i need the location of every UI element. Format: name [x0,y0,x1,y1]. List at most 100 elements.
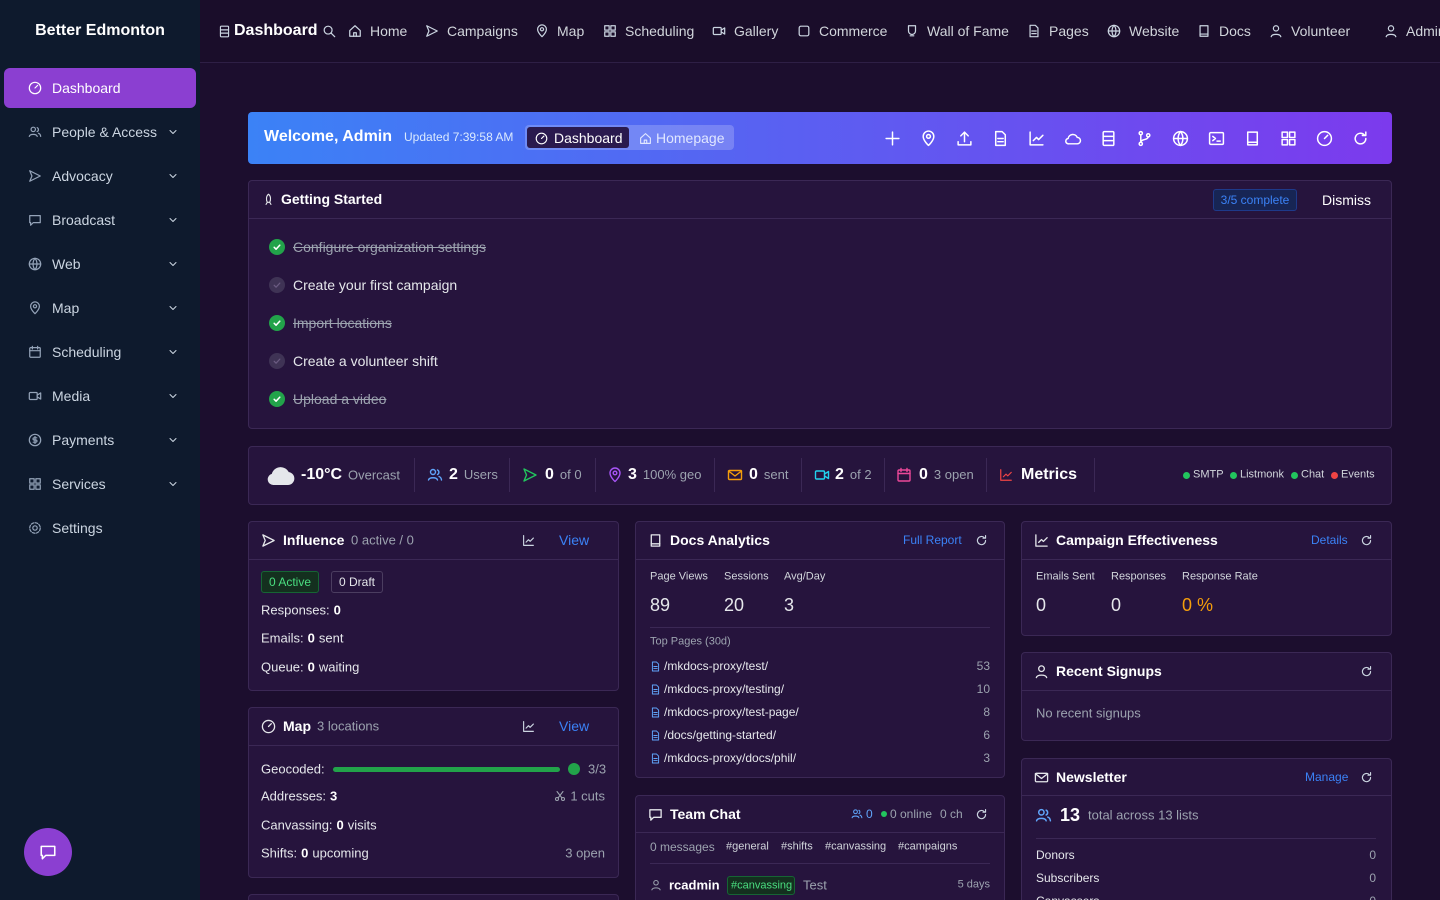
divider [249,218,1391,219]
nav-item[interactable]: Map [52,300,80,316]
quick-action[interactable] [1064,130,1081,147]
icon-shape [1246,130,1258,146]
separator [801,458,802,492]
nav-link[interactable]: Scheduling [625,23,695,39]
page-path[interactable]: /mkdocs-proxy/testing/ [664,682,785,696]
icon-shape [273,320,281,326]
separator [884,458,885,492]
card-title: Map [283,718,311,734]
quick-action[interactable] [1280,130,1297,147]
nav-link[interactable]: Map [557,23,585,39]
icon-shape [651,661,659,671]
stat-value: 89 [650,595,671,615]
details-link[interactable]: Details [1311,533,1348,547]
report-link[interactable]: Full Report [903,533,962,547]
nav-link[interactable]: Home [370,23,408,39]
icon [851,809,863,819]
dismiss-button[interactable]: Dismiss [1322,192,1371,208]
card-title: Newsletter [1056,769,1127,785]
icon [219,25,229,37]
stat-label: Sessions [724,570,769,583]
task-check [269,315,285,331]
icon [1385,25,1397,38]
nav-link[interactable]: Wall of Fame [927,23,1009,39]
manage-link[interactable]: Manage [1305,770,1349,784]
nav-link[interactable]: Campaigns [447,23,518,39]
nav-item[interactable]: Settings [52,520,103,536]
chat-button[interactable] [24,828,72,876]
nav-item[interactable]: Dashboard [52,80,121,96]
tab[interactable]: Dashboard [554,130,623,146]
view-link[interactable]: View [559,532,590,548]
nav-item[interactable]: People & Access [52,124,158,140]
nav-link[interactable]: Commerce [819,23,888,39]
quick-action[interactable] [1244,130,1261,147]
badge: 0 Draft [339,575,376,589]
icon-shape [426,25,438,37]
quick-action[interactable] [920,129,937,147]
icon [29,522,41,534]
channel[interactable]: #shifts [781,840,813,853]
nav-link[interactable]: Gallery [734,23,779,39]
nav-item[interactable]: Broadcast [52,212,116,228]
metrics-link[interactable]: Metrics [1021,466,1078,483]
stat-value: 0 [1036,595,1047,615]
message-user: rcadmin [669,877,720,893]
nav-item[interactable]: Web [52,256,81,272]
icon-shape [610,25,616,31]
nav-link[interactable]: Admin [1406,23,1440,39]
icon [976,808,986,819]
icon-shape [1034,772,1048,782]
condition: Overcast [348,467,401,483]
icon-shape [652,734,658,738]
tab[interactable]: Homepage [656,130,725,146]
icon [537,24,547,38]
icon-shape [29,484,35,490]
stat-value: 0 [1111,595,1122,615]
nav-item[interactable]: Payments [52,432,115,448]
quick-action[interactable] [1100,130,1117,147]
quick-action[interactable] [1172,130,1189,147]
icon [1270,25,1282,38]
icon [28,391,42,401]
page-count: 53 [976,659,990,673]
icon [169,349,177,355]
nav-item[interactable]: Media [52,388,91,404]
card [1021,652,1392,741]
page-path[interactable]: /mkdocs-proxy/docs/phil/ [664,751,797,765]
quick-action[interactable] [992,130,1009,147]
channel[interactable]: #canvassing [825,840,887,853]
text-row: Emails: 0 sent [261,632,343,645]
quick-action[interactable] [1136,130,1153,147]
quick-action[interactable] [884,130,901,147]
quick-action[interactable] [1028,130,1045,147]
page-path[interactable]: /mkdocs-proxy/test/ [664,659,769,673]
nav-link[interactable]: Volunteer [1291,23,1351,39]
icon-shape [610,31,616,37]
stat-value: 3 [784,595,795,615]
nav-link[interactable]: Docs [1219,23,1251,39]
nav-item[interactable]: Scheduling [52,344,122,360]
icon [169,437,177,443]
icon-shape [35,478,41,484]
page-path[interactable]: /docs/getting-started/ [664,728,777,742]
icon [267,467,295,485]
nav-item[interactable]: Advocacy [52,168,113,184]
nav-link[interactable]: Pages [1049,23,1089,39]
icon-shape [814,470,826,480]
icon-shape [1288,130,1296,138]
quick-action[interactable] [1316,130,1333,147]
page-path[interactable]: /mkdocs-proxy/test-page/ [664,705,799,719]
quick-action[interactable] [956,130,973,147]
icon-shape [353,32,357,37]
quick-action[interactable] [1208,130,1225,147]
icon [169,173,177,179]
nav-item[interactable]: Services [52,476,106,492]
channel[interactable]: #campaigns [898,840,958,853]
quick-action[interactable] [1352,130,1369,147]
icon-shape [522,720,534,732]
nav-link[interactable]: Website [1129,23,1180,39]
view-link[interactable]: View [559,718,590,734]
channel[interactable]: #general [726,840,769,853]
